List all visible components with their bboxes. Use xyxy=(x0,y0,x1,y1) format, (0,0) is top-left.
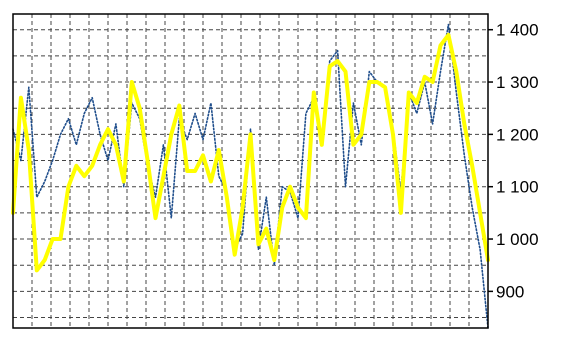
series-line-solid xyxy=(11,32,490,273)
plot-frame xyxy=(12,13,489,329)
plot-area xyxy=(13,14,488,328)
y-tick-label: 900 xyxy=(496,282,524,301)
y-tick-label: 1 200 xyxy=(496,125,539,144)
y-tick-label: 1 400 xyxy=(496,21,539,40)
y-tick-label: 1 300 xyxy=(496,73,539,92)
series-layer xyxy=(11,23,490,329)
y-tick-label: 1 000 xyxy=(496,230,539,249)
y-axis: 900 1 000 1 100 1 200 1 300 1 400 xyxy=(488,21,539,301)
y-tick-label: 1 100 xyxy=(496,178,539,197)
